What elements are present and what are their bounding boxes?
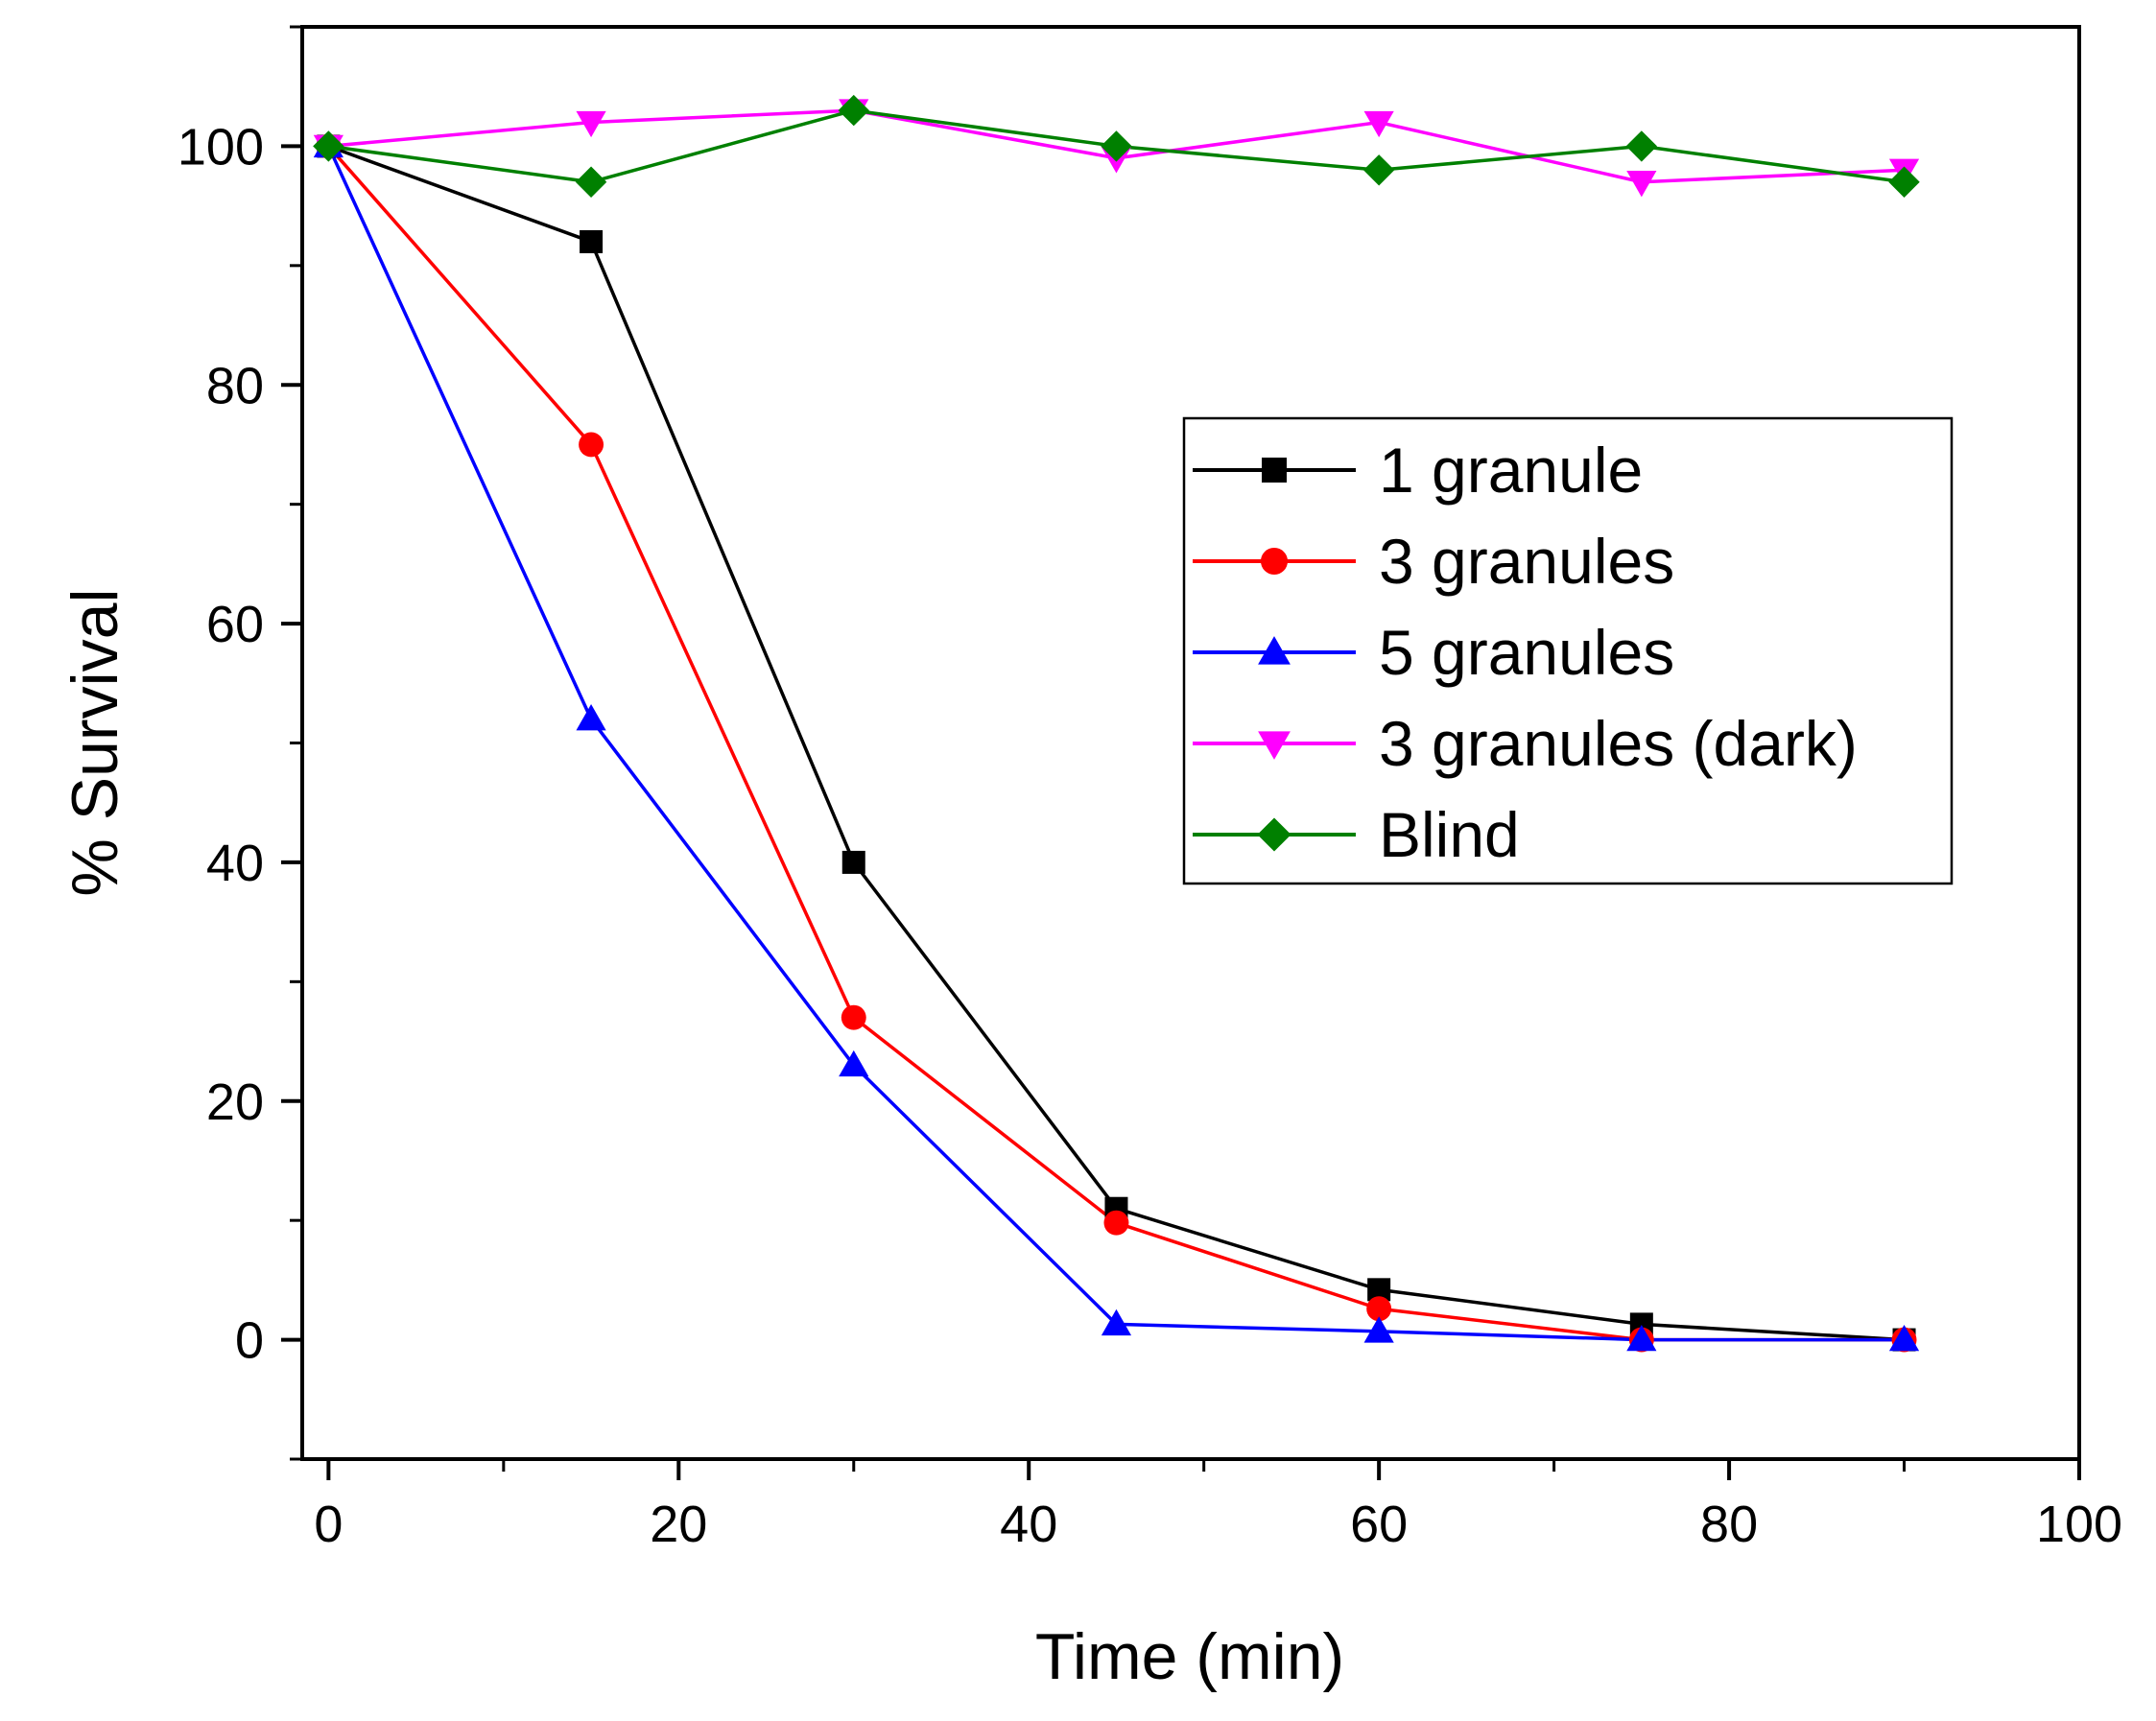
- y-tick-label: 40: [206, 835, 264, 892]
- y-tick-label: 80: [206, 357, 264, 414]
- legend-label-3-granules: 3 granules: [1379, 526, 1674, 597]
- legend: 1 granule 3 granules 5 granules 3 granules …: [1182, 416, 1954, 885]
- y-axis-title: % Survival: [59, 588, 131, 896]
- x-tick-label: 80: [1700, 1496, 1758, 1553]
- legend-label-blind: Blind: [1379, 799, 1520, 870]
- legend-marker-5-granules: [1258, 636, 1291, 665]
- legend-marker-1-granule: [1262, 458, 1287, 483]
- x-axis-title: Time (min): [1035, 1620, 1344, 1693]
- y-tick-label: 0: [235, 1312, 264, 1370]
- x-tick-label: 0: [314, 1496, 343, 1553]
- data-point-blind: [1101, 130, 1132, 162]
- y-tick-label: 20: [206, 1073, 264, 1131]
- data-point-1-granule: [841, 850, 865, 874]
- legend-label-3-granules-dark: 3 granules (dark): [1379, 708, 1858, 779]
- x-tick-label: 60: [1350, 1496, 1408, 1553]
- data-point-5-granules: [1626, 1324, 1657, 1352]
- data-point-3-granules-dark: [1363, 110, 1394, 138]
- data-point-3-granules-dark: [1626, 171, 1657, 198]
- data-point-blind: [1888, 166, 1920, 198]
- data-point-3-granules-dark: [576, 110, 606, 138]
- data-point-5-granules: [1888, 1324, 1920, 1352]
- data-point-blind: [838, 94, 869, 127]
- y-tick-label: 60: [206, 596, 264, 653]
- data-point-5-granules: [576, 704, 606, 731]
- data-point-5-granules: [1363, 1316, 1394, 1343]
- data-point-5-granules: [839, 1049, 869, 1077]
- data-point-blind: [1625, 130, 1658, 162]
- data-point-3-granules: [579, 432, 604, 458]
- legend-marker-3-granules-dark: [1258, 731, 1291, 760]
- x-tick-label: 20: [650, 1496, 707, 1553]
- legend-marker-blind: [1257, 817, 1291, 852]
- legend-marker-3-granules: [1260, 547, 1289, 576]
- x-tick-label: 100: [2036, 1496, 2122, 1553]
- data-point-blind: [313, 130, 344, 162]
- data-point-1-granule: [580, 229, 604, 253]
- data-point-3-granules: [1366, 1296, 1392, 1322]
- legend-label-5-granules: 5 granules: [1379, 617, 1674, 688]
- legend-label-1-granule: 1 granule: [1379, 435, 1643, 506]
- x-tick-label: 40: [1000, 1496, 1057, 1553]
- data-point-blind: [575, 166, 607, 198]
- data-point-3-granules: [841, 1004, 866, 1030]
- data-point-3-granules: [1103, 1210, 1129, 1236]
- data-point-5-granules: [1101, 1308, 1132, 1336]
- y-tick-label: 100: [178, 118, 264, 176]
- data-point-blind: [1362, 154, 1395, 186]
